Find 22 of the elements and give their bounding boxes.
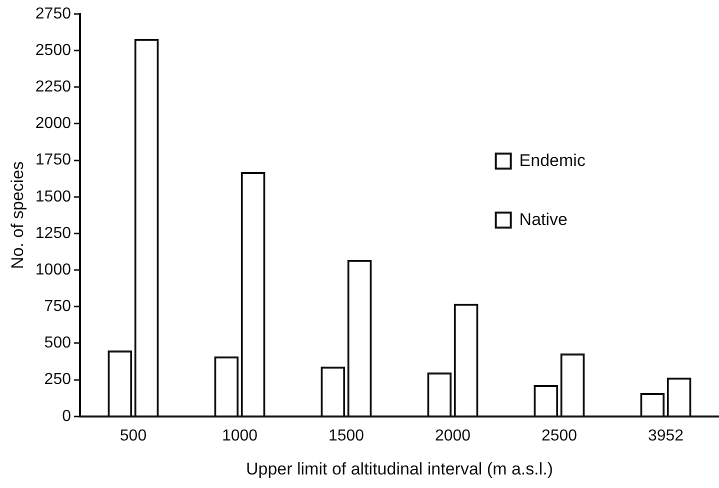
y-axis-title: No. of species — [8, 161, 27, 270]
x-tick-label: 2000 — [434, 427, 471, 444]
y-tick-label: 2250 — [35, 78, 72, 96]
y-tick-label: 2000 — [35, 115, 72, 132]
y-tick-label: 250 — [44, 371, 72, 388]
legend-label: Native — [519, 210, 568, 229]
x-tick-label: 1000 — [222, 427, 258, 444]
y-tick-label: 750 — [44, 298, 72, 316]
x-tick-label: 2500 — [541, 427, 578, 444]
x-axis-title: Upper limit of altitudinal interval (m a.s.l.) — [246, 459, 554, 478]
legend-label: Endemic — [519, 150, 586, 170]
x-tick-label: 3952 — [648, 427, 684, 444]
y-tick-label: 2500 — [35, 42, 72, 59]
y-tick-label: 500 — [44, 334, 72, 352]
y-tick-label: 1250 — [35, 224, 72, 242]
y-tick-label: 1000 — [35, 261, 72, 278]
y-tick-label: 2750 — [35, 5, 72, 22]
x-tick-label: 1500 — [328, 427, 364, 444]
y-tick-label: 0 — [62, 408, 72, 425]
x-tick-label: 500 — [120, 427, 147, 444]
y-tick-label: 1750 — [35, 152, 72, 169]
y-tick-label: 1500 — [35, 188, 72, 206]
